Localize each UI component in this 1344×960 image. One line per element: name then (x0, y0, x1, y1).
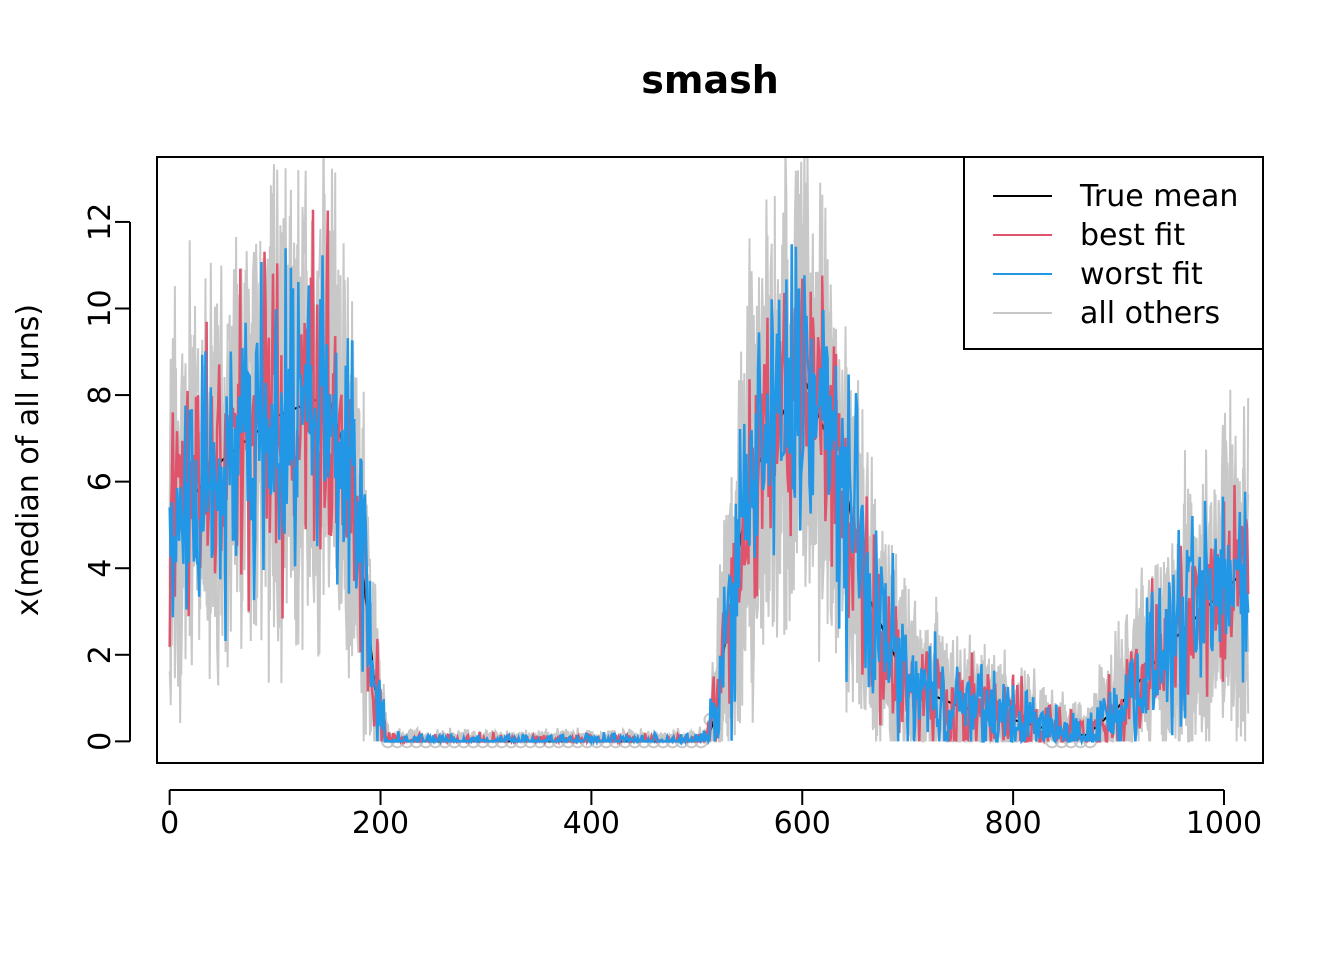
legend: True mean best fit worst fit all others (963, 156, 1264, 350)
x-tick-label: 600 (774, 806, 831, 841)
x-tick-label: 200 (352, 806, 409, 841)
series-line-worst-fit (168, 244, 1250, 747)
plot-area (168, 157, 1250, 749)
plot-frame (156, 156, 1264, 764)
legend-label: all others (1080, 296, 1220, 331)
x-tick-label: 0 (160, 806, 179, 841)
y-axis-label: x(median of all runs) (11, 304, 46, 616)
x-tick-label: 800 (984, 806, 1041, 841)
y-tick-label: 0 (83, 732, 118, 751)
y-tick-label: 4 (83, 559, 118, 578)
x-tick-label: 1000 (1186, 806, 1262, 841)
x-tick-label: 400 (563, 806, 620, 841)
y-tick-label: 6 (83, 472, 118, 491)
axes: 0 200 400 600 800 1000 0 2 4 6 8 10 12 (83, 156, 1264, 841)
legend-label: best fit (1080, 218, 1185, 253)
legend-box (963, 156, 1264, 350)
legend-label: True mean (1079, 179, 1238, 214)
y-tick-label: 10 (83, 289, 118, 327)
y-tick-label: 12 (83, 203, 118, 241)
chart-title: smash (641, 58, 779, 102)
legend-label: worst fit (1080, 257, 1203, 292)
y-tick-label: 2 (83, 645, 118, 664)
y-tick-label: 8 (83, 386, 118, 405)
